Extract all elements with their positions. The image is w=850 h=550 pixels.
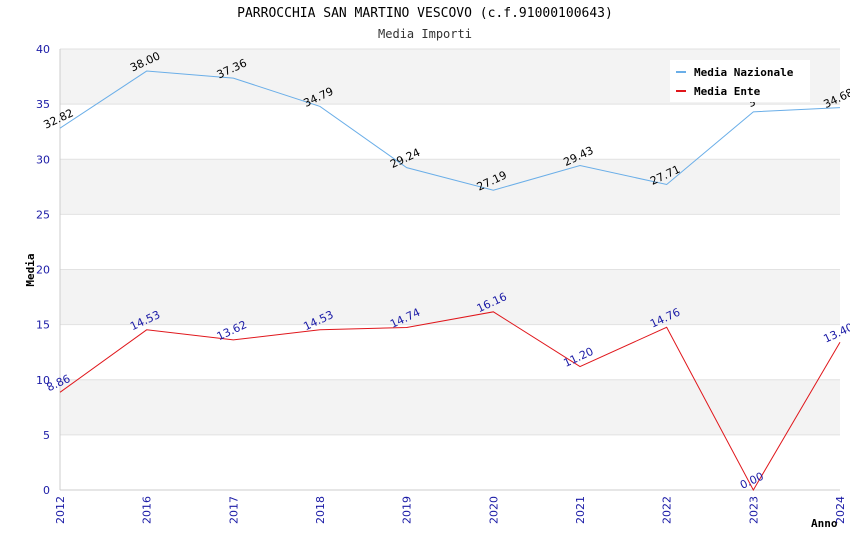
chart-subtitle: Media Importi	[378, 27, 472, 41]
legend-label: Media Ente	[694, 85, 761, 98]
grid-band	[60, 104, 840, 160]
x-tick-label: 2021	[574, 496, 587, 524]
x-tick-label: 2020	[487, 496, 500, 524]
grid-band	[60, 214, 840, 270]
y-tick-label: 30	[36, 153, 50, 166]
series-line-media-nazionale	[59, 70, 841, 191]
y-tick-label: 25	[36, 208, 50, 221]
grid-band	[60, 269, 840, 325]
chart-title: PARROCCHIA SAN MARTINO VESCOVO (c.f.9100…	[237, 6, 613, 21]
data-label: 3	[746, 95, 758, 110]
y-tick-label: 10	[36, 374, 50, 387]
grid-lines	[60, 48, 840, 491]
y-tick-label: 5	[43, 429, 50, 442]
x-tick-label: 2019	[401, 496, 414, 524]
y-tick-label: 35	[36, 98, 50, 111]
x-axis-title: Anno	[811, 517, 838, 530]
x-tick-label: 2012	[54, 496, 67, 524]
y-axis-title: Media	[24, 253, 37, 286]
x-tick-label: 2022	[661, 496, 674, 524]
series-lines	[59, 70, 841, 492]
grid-band	[60, 159, 840, 215]
x-tick-label: 2018	[314, 496, 327, 524]
y-tick-label: 0	[43, 484, 50, 497]
grid-bands	[60, 49, 840, 490]
y-tick-labels: 0 5 10 15 20 25 30 35 40	[36, 43, 50, 497]
grid-band	[60, 434, 840, 490]
legend-box	[670, 60, 810, 102]
y-tick-label: 40	[36, 43, 50, 56]
x-tick-label: 2024	[834, 496, 847, 524]
legend-label: Media Nazionale	[694, 66, 794, 79]
y-tick-label: 20	[36, 264, 50, 277]
legend: Media Nazionale Media Ente	[670, 60, 810, 102]
grid-band	[60, 379, 840, 435]
x-tick-label: 2016	[141, 496, 154, 524]
x-tick-label: 2023	[747, 496, 760, 524]
series-line-media-ente	[59, 311, 841, 492]
y-tick-label: 15	[36, 319, 50, 332]
x-tick-label: 2017	[227, 496, 240, 524]
x-tick-labels: 2012 2016 2017 2018 2019 2020 2021 2022 2023 2024	[54, 496, 847, 524]
grid-band	[60, 324, 840, 380]
